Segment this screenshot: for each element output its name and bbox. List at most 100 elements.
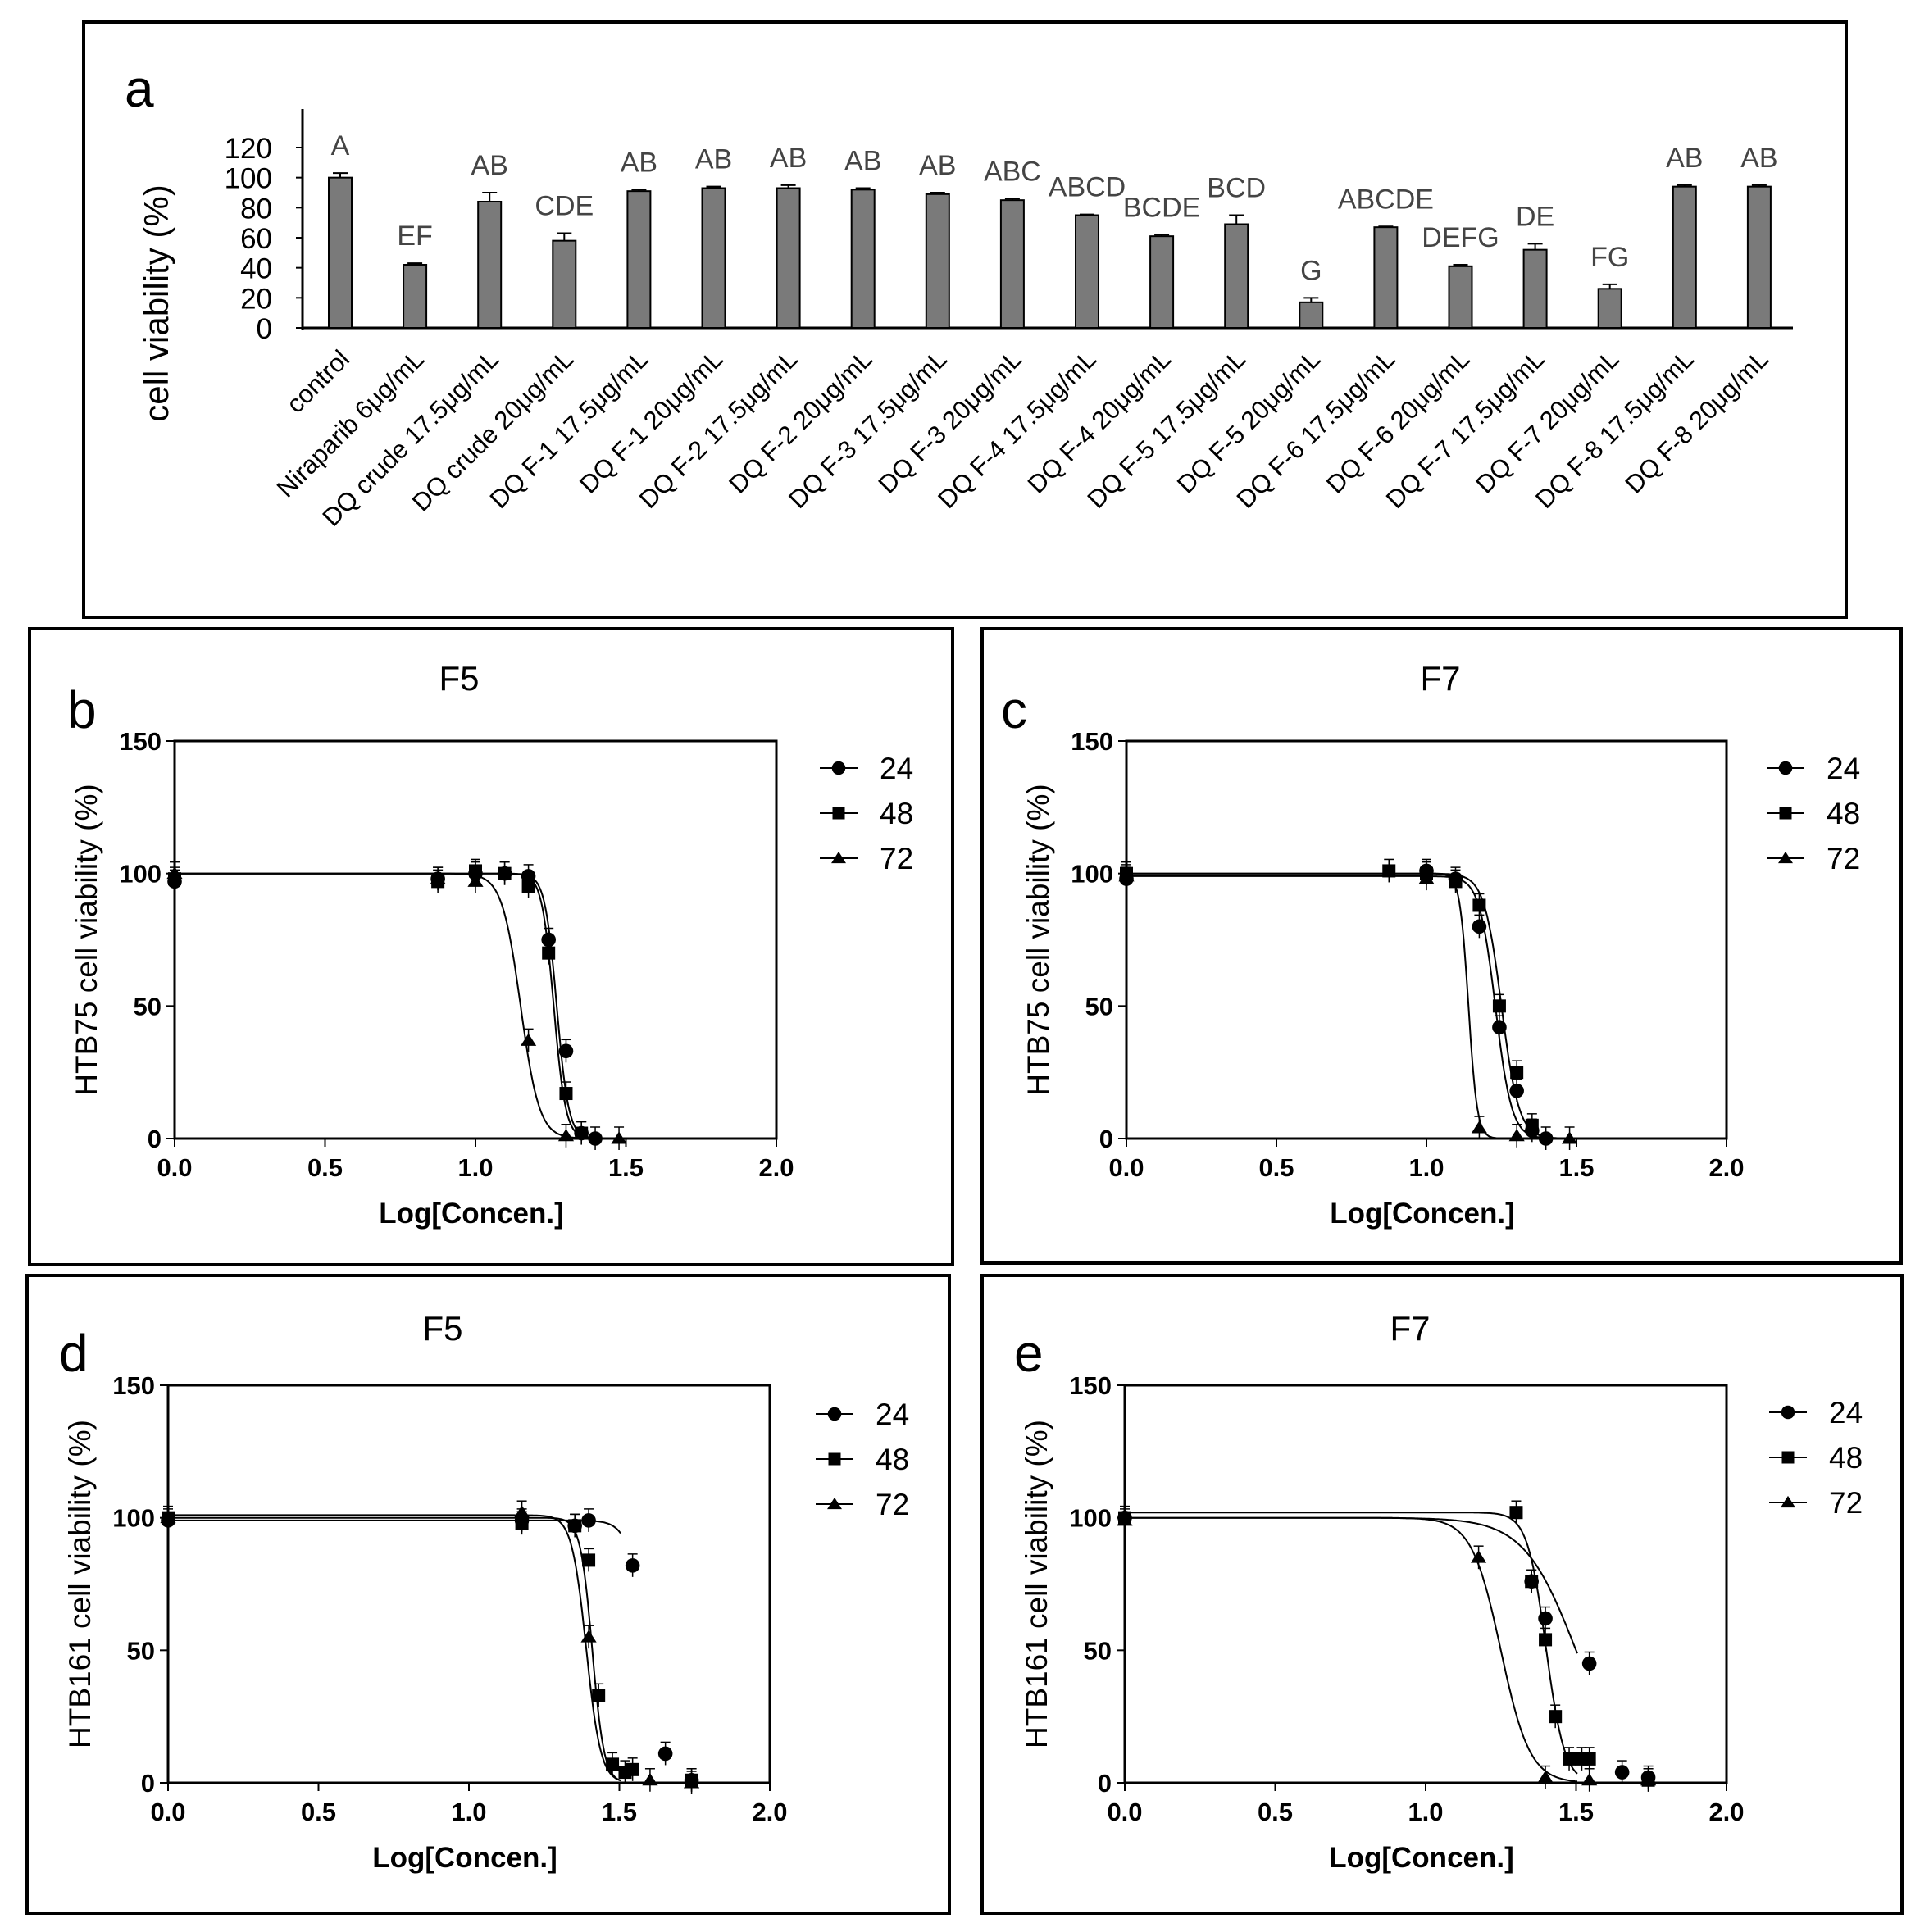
y-tick-label: 100 bbox=[1071, 860, 1113, 889]
panel-label: b bbox=[67, 680, 97, 739]
group-annotation: AB bbox=[919, 150, 956, 181]
bar bbox=[1149, 235, 1175, 329]
data-point-triangle bbox=[1640, 1773, 1657, 1786]
data-point-circle bbox=[581, 1513, 596, 1528]
y-tick-label: 100 bbox=[119, 860, 162, 889]
series-48 bbox=[168, 858, 627, 1145]
bar bbox=[1224, 223, 1249, 329]
data-point-circle bbox=[1509, 1084, 1524, 1098]
series-72 bbox=[1117, 1508, 1657, 1792]
data-point-triangle bbox=[1471, 1121, 1488, 1134]
bar bbox=[1746, 185, 1772, 329]
y-tick-label: 100 bbox=[225, 163, 272, 195]
x-tick-label: 0.5 bbox=[1258, 1798, 1293, 1826]
y-axis-title: cell viability (%) bbox=[137, 184, 175, 421]
data-point-triangle bbox=[642, 1773, 658, 1786]
legend-label: 24 bbox=[876, 1398, 909, 1431]
x-axis-title: Log[Concen.] bbox=[372, 1842, 557, 1874]
y-tick-label: 150 bbox=[1069, 1371, 1112, 1400]
group-annotation: AB bbox=[844, 146, 881, 177]
data-point-circle bbox=[625, 1558, 640, 1573]
data-point-triangle bbox=[166, 866, 183, 880]
chart-title: F7 bbox=[1420, 659, 1460, 698]
data-point-square bbox=[1563, 1752, 1576, 1766]
fit-curve bbox=[1125, 1512, 1578, 1775]
data-point-square bbox=[559, 1087, 573, 1101]
category-label: control bbox=[280, 344, 355, 419]
panel-frame bbox=[980, 627, 1903, 1265]
bar bbox=[1522, 248, 1548, 329]
data-point-square bbox=[1509, 1506, 1523, 1520]
data-point-triangle bbox=[557, 1129, 575, 1142]
bar bbox=[626, 190, 652, 329]
series-72 bbox=[160, 1500, 700, 1794]
group-annotation: ABCD bbox=[1049, 172, 1126, 203]
y-tick-label: 20 bbox=[240, 283, 272, 315]
panel-d: d F5 0.0 0.5 1.0 1.5 2.0 0 50 100 150 Log[Concen.] H… bbox=[25, 1274, 951, 1915]
data-point-triangle bbox=[1470, 1550, 1487, 1563]
series-24 bbox=[167, 861, 627, 1150]
data-point-square bbox=[582, 1553, 596, 1567]
bar bbox=[1448, 265, 1473, 330]
bar bbox=[1299, 301, 1324, 330]
y-tick-label: 50 bbox=[134, 992, 162, 1021]
group-annotation: A bbox=[331, 130, 350, 161]
data-point-triangle bbox=[1581, 1773, 1598, 1786]
bar bbox=[999, 199, 1025, 329]
data-point-triangle bbox=[611, 1131, 627, 1144]
group-annotation: ABCDE bbox=[1338, 184, 1434, 215]
data-point-square bbox=[1781, 1451, 1795, 1464]
data-point-triangle bbox=[160, 1511, 176, 1524]
y-tick-label: 50 bbox=[1085, 992, 1113, 1021]
y-tick-label: 50 bbox=[1084, 1636, 1112, 1665]
y-tick-label: 50 bbox=[127, 1636, 155, 1665]
x-tick-label: 1.0 bbox=[451, 1798, 486, 1826]
bar bbox=[1597, 288, 1622, 330]
x-tick-label: 0.0 bbox=[150, 1798, 185, 1826]
y-tick-label: 120 bbox=[225, 133, 272, 165]
y-tick-label: 100 bbox=[1069, 1504, 1112, 1533]
y-axis-title: HTB161 cell viability (%) bbox=[63, 1420, 97, 1748]
group-annotation: ABC bbox=[984, 156, 1041, 187]
y-axis-title: HTB161 cell viability (%) bbox=[1020, 1420, 1053, 1748]
panel-e: e F7 0.0 0.5 1.0 1.5 2.0 0 50 100 150 Log[Concen.] H… bbox=[980, 1274, 1904, 1915]
data-point-triangle bbox=[1781, 1495, 1795, 1508]
group-annotation: DEFG bbox=[1422, 222, 1499, 253]
legend-label: 24 bbox=[1829, 1396, 1863, 1430]
bar bbox=[1373, 226, 1399, 329]
x-tick-label: 1.5 bbox=[602, 1798, 637, 1826]
data-point-square bbox=[626, 1762, 639, 1776]
fit-curve bbox=[175, 872, 627, 1139]
data-point-circle bbox=[657, 1746, 673, 1762]
bar bbox=[403, 264, 428, 329]
y-tick-label: 0 bbox=[141, 1769, 155, 1798]
data-point-triangle bbox=[1418, 871, 1435, 884]
group-annotation: AB bbox=[621, 147, 657, 178]
series-72 bbox=[166, 861, 627, 1150]
chart-title: F5 bbox=[422, 1309, 462, 1348]
data-point-triangle bbox=[513, 1505, 530, 1518]
x-tick-label: 1.5 bbox=[1558, 1798, 1594, 1826]
y-tick-label: 0 bbox=[1099, 1125, 1113, 1153]
legend-label: 72 bbox=[880, 842, 913, 875]
fit-curve bbox=[168, 1519, 621, 1534]
x-tick-label: 0.5 bbox=[301, 1798, 336, 1826]
group-annotation: AB bbox=[770, 143, 807, 174]
legend-label: 48 bbox=[1827, 797, 1860, 830]
y-tick-label: 60 bbox=[240, 223, 272, 255]
x-tick-label: 0.0 bbox=[1107, 1798, 1142, 1826]
group-annotation: G bbox=[1300, 255, 1322, 286]
data-point-circle bbox=[541, 932, 556, 948]
fit-curve bbox=[168, 1516, 621, 1782]
y-tick-label: 0 bbox=[1098, 1769, 1112, 1798]
legend-label: 24 bbox=[880, 752, 913, 785]
data-point-triangle bbox=[1778, 851, 1793, 864]
fit-curve bbox=[1125, 1516, 1578, 1783]
group-annotation: AB bbox=[471, 150, 508, 181]
y-axis-title: HTB75 cell viability (%) bbox=[1021, 784, 1055, 1095]
y-tick-label: 150 bbox=[112, 1371, 155, 1400]
data-point-square bbox=[498, 866, 512, 880]
y-axis-title: HTB75 cell viability (%) bbox=[70, 784, 103, 1095]
series-24 bbox=[1117, 1505, 1656, 1789]
